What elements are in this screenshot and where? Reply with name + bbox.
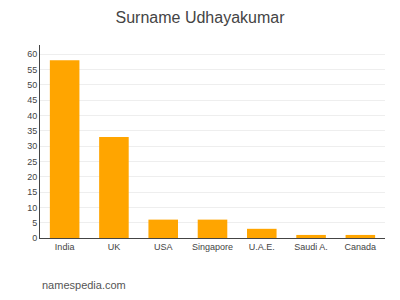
svg-text:Saudi A.: Saudi A. [294,242,328,252]
svg-text:50: 50 [27,80,37,90]
svg-text:25: 25 [27,157,37,167]
svg-text:India: India [55,242,75,252]
svg-text:U.A.E.: U.A.E. [249,242,275,252]
svg-text:40: 40 [27,111,37,121]
svg-text:0: 0 [32,233,37,243]
svg-text:55: 55 [27,65,37,75]
svg-text:45: 45 [27,95,37,105]
svg-text:30: 30 [27,141,37,151]
svg-text:20: 20 [27,172,37,182]
svg-text:60: 60 [27,49,37,59]
svg-text:Canada: Canada [345,242,377,252]
svg-text:Surname Udhayakumar: Surname Udhayakumar [116,9,286,26]
svg-text:5: 5 [32,218,37,228]
svg-text:namespedia.com: namespedia.com [42,279,126,291]
svg-text:USA: USA [154,242,173,252]
svg-text:35: 35 [27,126,37,136]
svg-text:Singapore: Singapore [192,242,233,252]
svg-text:10: 10 [27,203,37,213]
svg-text:15: 15 [27,187,37,197]
svg-text:UK: UK [108,242,121,252]
